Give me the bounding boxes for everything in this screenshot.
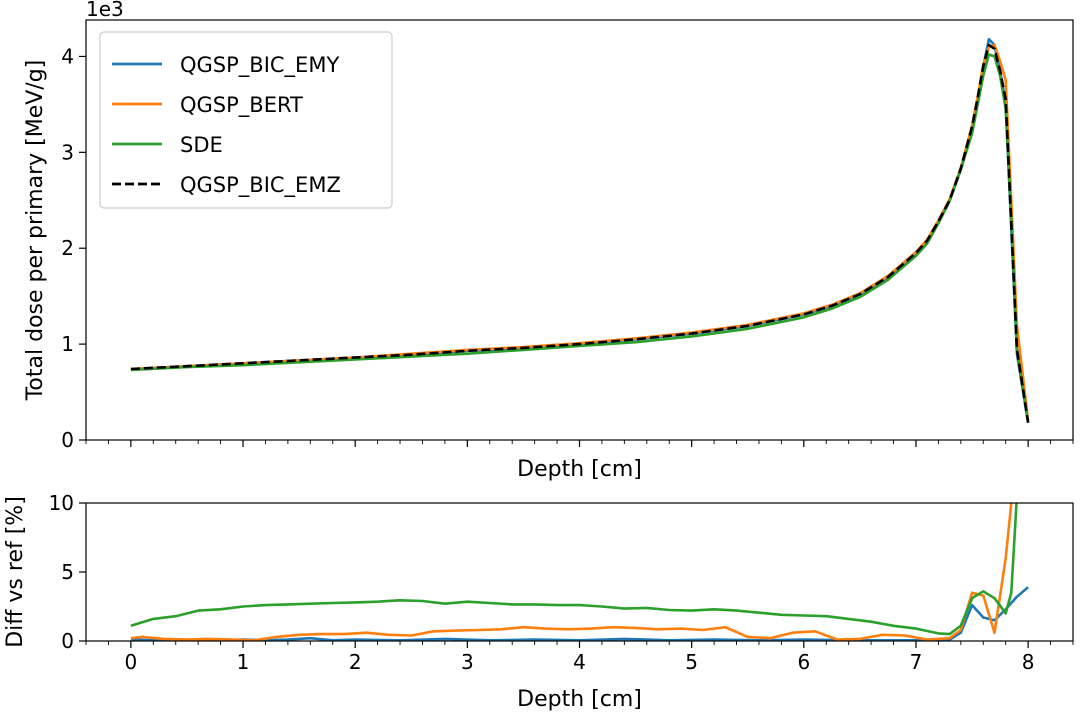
bottom-xtick-label: 1 [237,650,250,674]
legend-box [99,31,393,209]
bottom-xtick-label: 8 [1022,650,1035,674]
top-ytick-label: 3 [61,140,74,164]
bottom-series-qgsp-bert [130,503,1013,641]
top-y-axis-label: Total dose per primary [MeV/g] [23,60,48,402]
bottom-ytick-label: 0 [61,629,74,653]
top-series-qgsp-bic-emz [130,43,1030,423]
bottom-x-axis-label: Depth [cm] [517,687,642,712]
bottom-y-axis-label: Diff vs ref [%] [3,496,28,648]
top-ytick-label: 4 [61,44,74,68]
top-ytick-label: 1 [61,332,74,356]
top-x-axis-label: Depth [cm] [517,457,642,482]
legend-label-qgsp-bic-emz: QGSP_BIC_EMZ [180,173,341,198]
bottom-ytick-label: 5 [61,560,74,584]
bottom-xtick-label: 0 [124,650,137,674]
legend: QGSP_BIC_EMY QGSP_BERT SDE QGSP_BIC_EMZ [99,31,393,209]
top-series-sde [130,53,1030,423]
bottom-xtick-label: 2 [349,650,362,674]
legend-label-qgsp-bert: QGSP_BERT [180,93,303,118]
top-ytick-label: 2 [61,236,74,260]
legend-label-qgsp-bic-emy: QGSP_BIC_EMY [180,53,339,78]
bottom-xtick-label: 6 [797,650,810,674]
top-ytick-label: 0 [61,428,74,452]
bottom-series-qgsp-bic-emy [130,586,1029,641]
bottom-series-sde [130,503,1018,636]
top-panel-dose-plot: 0 1 2 3 4 Depth [cm] Total dose per primary [M… [23,0,1074,482]
bottom-xtick-label: 4 [573,650,586,674]
bottom-panel-diff-plot: 0 1 2 3 4 5 6 7 8 0 5 10 Depth [cm] Diff vs ref [%] [3,491,1074,712]
top-offset-text: 1e3 [86,0,124,21]
bottom-xtick-label: 3 [461,650,474,674]
legend-label-sde: SDE [180,133,223,157]
bottom-axes-frame [85,502,1074,642]
bottom-xtick-label: 5 [685,650,698,674]
bottom-ytick-label: 10 [49,491,74,515]
bottom-xtick-label: 7 [910,650,923,674]
